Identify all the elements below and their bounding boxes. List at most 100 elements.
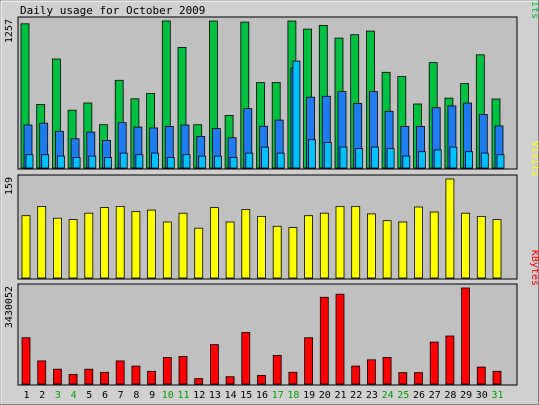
bar-visits-day-22	[351, 205, 361, 279]
bar-visits-day-5	[84, 212, 94, 279]
bar-visits-day-31	[492, 219, 502, 279]
bar-pages-day-16	[261, 146, 269, 169]
bar-kbytes-day-4	[68, 373, 78, 385]
x-tick-label: 8	[133, 390, 139, 401]
bar-pages-day-13	[213, 155, 222, 169]
bar-kbytes-day-9	[147, 370, 157, 385]
x-tick-label: 20	[319, 390, 331, 401]
bar-kbytes-day-31	[492, 370, 502, 385]
x-tick-label: 11	[177, 390, 189, 401]
bar-kbytes-day-26	[414, 372, 423, 385]
bar-visits-day-20	[319, 212, 329, 279]
bar-pages-day-11	[182, 154, 191, 169]
x-tick-label: 22	[350, 390, 362, 401]
y-axis-max-label: 1257	[4, 19, 15, 43]
bar-pages-day-24	[386, 148, 395, 169]
bar-kbytes-day-20	[319, 296, 329, 385]
bar-kbytes-day-24	[382, 356, 392, 385]
bar-pages-day-2	[41, 154, 50, 169]
bar-pages-day-30	[480, 152, 489, 169]
bar-kbytes-day-28	[445, 335, 455, 385]
x-tick-label: 4	[71, 390, 77, 401]
bar-visits-day-11	[178, 212, 188, 279]
bar-visits-day-29	[461, 212, 471, 279]
bar-kbytes-day-15	[241, 332, 251, 385]
bar-pages-day-12	[198, 155, 207, 169]
bar-visits-day-4	[68, 219, 78, 279]
bar-kbytes-day-29	[461, 287, 471, 385]
bar-pages-day-31	[496, 154, 505, 169]
x-tick-label: 10	[162, 390, 174, 401]
panel-visits: 159 Visits	[4, 141, 539, 280]
bar-visits-day-10	[162, 221, 172, 279]
x-tick-label: 18	[287, 390, 299, 401]
bar-kbytes-day-23	[366, 359, 376, 385]
bar-kbytes-day-12	[194, 378, 204, 385]
bar-pages-day-3	[57, 155, 65, 169]
x-tick-label: 3	[55, 390, 61, 401]
x-tick-label: 23	[366, 390, 378, 401]
bar-kbytes-day-8	[131, 365, 141, 385]
bar-kbytes-day-6	[100, 371, 109, 385]
bar-kbytes-day-30	[476, 366, 486, 385]
x-tick-label: 15	[240, 390, 252, 401]
bar-pages-day-19	[308, 139, 317, 169]
bar-pages-day-25	[402, 155, 411, 169]
legend: Visits	[529, 141, 539, 177]
bar-visits-day-30	[476, 215, 486, 279]
bar-kbytes-day-3	[53, 368, 62, 385]
bar-visits-day-17	[272, 225, 282, 279]
bar-kbytes-day-11	[178, 355, 188, 385]
bar-kbytes-day-14	[225, 376, 235, 385]
bar-pages-day-8	[135, 154, 144, 169]
bar-pages-day-6	[104, 157, 112, 169]
bar-visits-day-27	[429, 211, 439, 279]
bar-visits-day-23	[366, 213, 376, 279]
bar-pages-day-1	[25, 154, 34, 169]
x-tick-label: 25	[397, 390, 409, 401]
bar-visits-day-14	[225, 221, 235, 279]
bar-visits-day-28	[445, 178, 455, 279]
bar-pages-day-9	[151, 152, 160, 169]
legend: KBytes	[529, 250, 539, 286]
bar-kbytes-day-17	[272, 354, 282, 385]
x-tick-label: 24	[382, 390, 394, 401]
bar-kbytes-day-13	[209, 344, 219, 385]
legend-entry: Visits	[529, 141, 539, 177]
bar-kbytes-day-1	[21, 337, 31, 385]
bar-visits-day-7	[115, 205, 125, 279]
x-tick-label: 7	[118, 390, 124, 401]
legend: Pages/Files/Hits	[529, 0, 539, 19]
bar-kbytes-day-22	[351, 365, 361, 385]
x-tick-label: 6	[102, 390, 108, 401]
bar-pages-day-29	[465, 151, 474, 169]
bar-kbytes-day-25	[398, 372, 408, 385]
x-tick-label: 30	[476, 390, 488, 401]
bar-pages-day-15	[245, 152, 254, 169]
bar-kbytes-day-10	[162, 356, 172, 385]
x-tick-label: 13	[209, 390, 221, 401]
x-tick-label: 16	[256, 390, 268, 401]
x-tick-label: 19	[303, 390, 315, 401]
x-tick-label: 17	[272, 390, 284, 401]
bar-kbytes-day-16	[257, 374, 266, 385]
x-tick-label: 14	[225, 390, 237, 401]
bar-pages-day-22	[355, 148, 364, 169]
bar-visits-day-24	[382, 220, 392, 279]
bar-kbytes-day-27	[429, 341, 439, 385]
bar-visits-day-19	[304, 215, 314, 279]
x-tick-label: 9	[149, 390, 155, 401]
bar-pages-day-14	[229, 157, 238, 169]
bar-pages-day-28	[449, 146, 458, 169]
bar-visits-day-21	[335, 205, 345, 279]
bar-kbytes-day-2	[37, 360, 47, 385]
bar-visits-day-16	[257, 215, 266, 279]
bar-visits-day-12	[194, 227, 204, 279]
bar-visits-day-18	[288, 227, 298, 279]
bar-visits-day-6	[100, 207, 109, 279]
bar-pages-day-10	[166, 157, 175, 169]
bar-pages-day-7	[119, 152, 128, 169]
legend-entry: Hits	[529, 0, 539, 19]
y-axis-max-label: 159	[4, 177, 15, 195]
bar-pages-day-20	[323, 142, 332, 169]
